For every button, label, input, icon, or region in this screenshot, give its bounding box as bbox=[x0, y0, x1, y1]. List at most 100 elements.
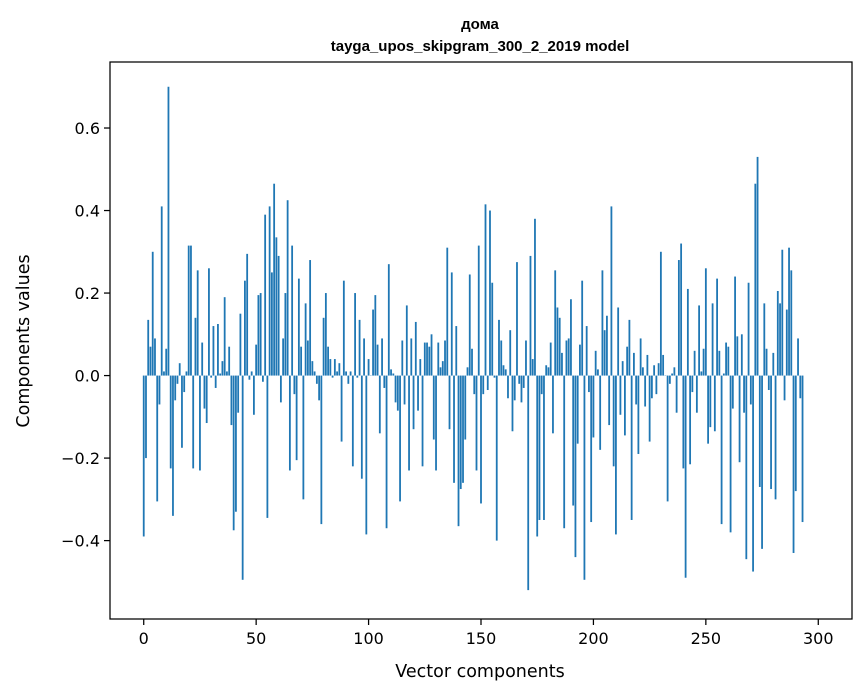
bar bbox=[646, 355, 648, 376]
bar bbox=[336, 371, 338, 375]
bar bbox=[673, 367, 675, 375]
bar bbox=[503, 365, 505, 375]
bar bbox=[188, 246, 190, 376]
bar bbox=[644, 376, 646, 407]
bar bbox=[676, 376, 678, 413]
x-tick-label: 50 bbox=[246, 629, 266, 648]
bar bbox=[680, 244, 682, 376]
bar bbox=[694, 351, 696, 376]
bar bbox=[455, 326, 457, 376]
bar bbox=[617, 307, 619, 375]
bar bbox=[703, 349, 705, 376]
bar bbox=[280, 376, 282, 403]
bar bbox=[365, 376, 367, 535]
bar bbox=[381, 338, 383, 375]
bar bbox=[462, 376, 464, 483]
bar bbox=[759, 376, 761, 487]
bar bbox=[428, 347, 430, 376]
bar bbox=[536, 376, 538, 537]
bar bbox=[413, 376, 415, 430]
bar bbox=[269, 206, 271, 375]
y-tick-label: 0.0 bbox=[75, 367, 100, 386]
bar bbox=[689, 376, 691, 465]
bar bbox=[793, 376, 795, 553]
bar bbox=[559, 318, 561, 376]
bar bbox=[170, 376, 172, 469]
bar bbox=[518, 376, 520, 384]
bar bbox=[743, 376, 745, 413]
bar bbox=[334, 359, 336, 376]
bar bbox=[242, 376, 244, 580]
bar bbox=[539, 376, 541, 520]
x-tick-label: 200 bbox=[578, 629, 609, 648]
bar bbox=[629, 320, 631, 376]
bar bbox=[210, 376, 212, 378]
bar bbox=[741, 334, 743, 375]
bar bbox=[361, 376, 363, 479]
bar bbox=[258, 295, 260, 375]
bar bbox=[485, 204, 487, 375]
x-tick-label: 150 bbox=[466, 629, 497, 648]
bar bbox=[480, 376, 482, 504]
bar bbox=[190, 246, 192, 376]
bar bbox=[532, 359, 534, 376]
bar bbox=[156, 376, 158, 502]
bar bbox=[228, 347, 230, 376]
bar bbox=[264, 215, 266, 376]
bar bbox=[237, 376, 239, 413]
bar bbox=[763, 303, 765, 375]
bar bbox=[302, 376, 304, 500]
bar bbox=[199, 376, 201, 471]
bar bbox=[687, 289, 689, 376]
bar bbox=[226, 371, 228, 375]
bar bbox=[372, 310, 374, 376]
bar bbox=[698, 305, 700, 375]
bar bbox=[471, 349, 473, 376]
bar bbox=[453, 376, 455, 483]
bar bbox=[723, 374, 725, 376]
bar bbox=[442, 361, 444, 375]
bar bbox=[246, 254, 248, 376]
bar bbox=[631, 376, 633, 520]
bar bbox=[581, 281, 583, 376]
bar bbox=[577, 376, 579, 444]
bar bbox=[329, 359, 331, 376]
bar bbox=[714, 376, 716, 432]
bar bbox=[772, 353, 774, 376]
bar bbox=[478, 246, 480, 376]
bar bbox=[168, 87, 170, 376]
bar bbox=[435, 376, 437, 471]
bar bbox=[440, 367, 442, 375]
bar bbox=[584, 376, 586, 580]
bar bbox=[489, 211, 491, 376]
bar bbox=[444, 341, 446, 376]
bar bbox=[320, 376, 322, 525]
bar bbox=[734, 277, 736, 376]
bar bbox=[696, 376, 698, 413]
bar bbox=[626, 347, 628, 376]
bar bbox=[404, 376, 406, 405]
bar bbox=[298, 279, 300, 376]
bar bbox=[786, 310, 788, 376]
bar bbox=[311, 361, 313, 375]
bar bbox=[637, 376, 639, 454]
bar bbox=[388, 264, 390, 375]
bar bbox=[195, 318, 197, 376]
bar bbox=[662, 355, 664, 376]
bar bbox=[433, 376, 435, 440]
bar bbox=[669, 376, 671, 384]
bar bbox=[163, 371, 165, 375]
bar bbox=[179, 363, 181, 375]
bar bbox=[777, 291, 779, 376]
bar bbox=[467, 367, 469, 375]
bar bbox=[716, 279, 718, 376]
bar bbox=[314, 371, 316, 375]
bar bbox=[235, 376, 237, 512]
bar bbox=[224, 297, 226, 375]
bar bbox=[613, 376, 615, 467]
bar bbox=[563, 376, 565, 529]
bar bbox=[406, 305, 408, 375]
bar bbox=[707, 376, 709, 444]
bar bbox=[736, 336, 738, 375]
bar bbox=[359, 320, 361, 376]
